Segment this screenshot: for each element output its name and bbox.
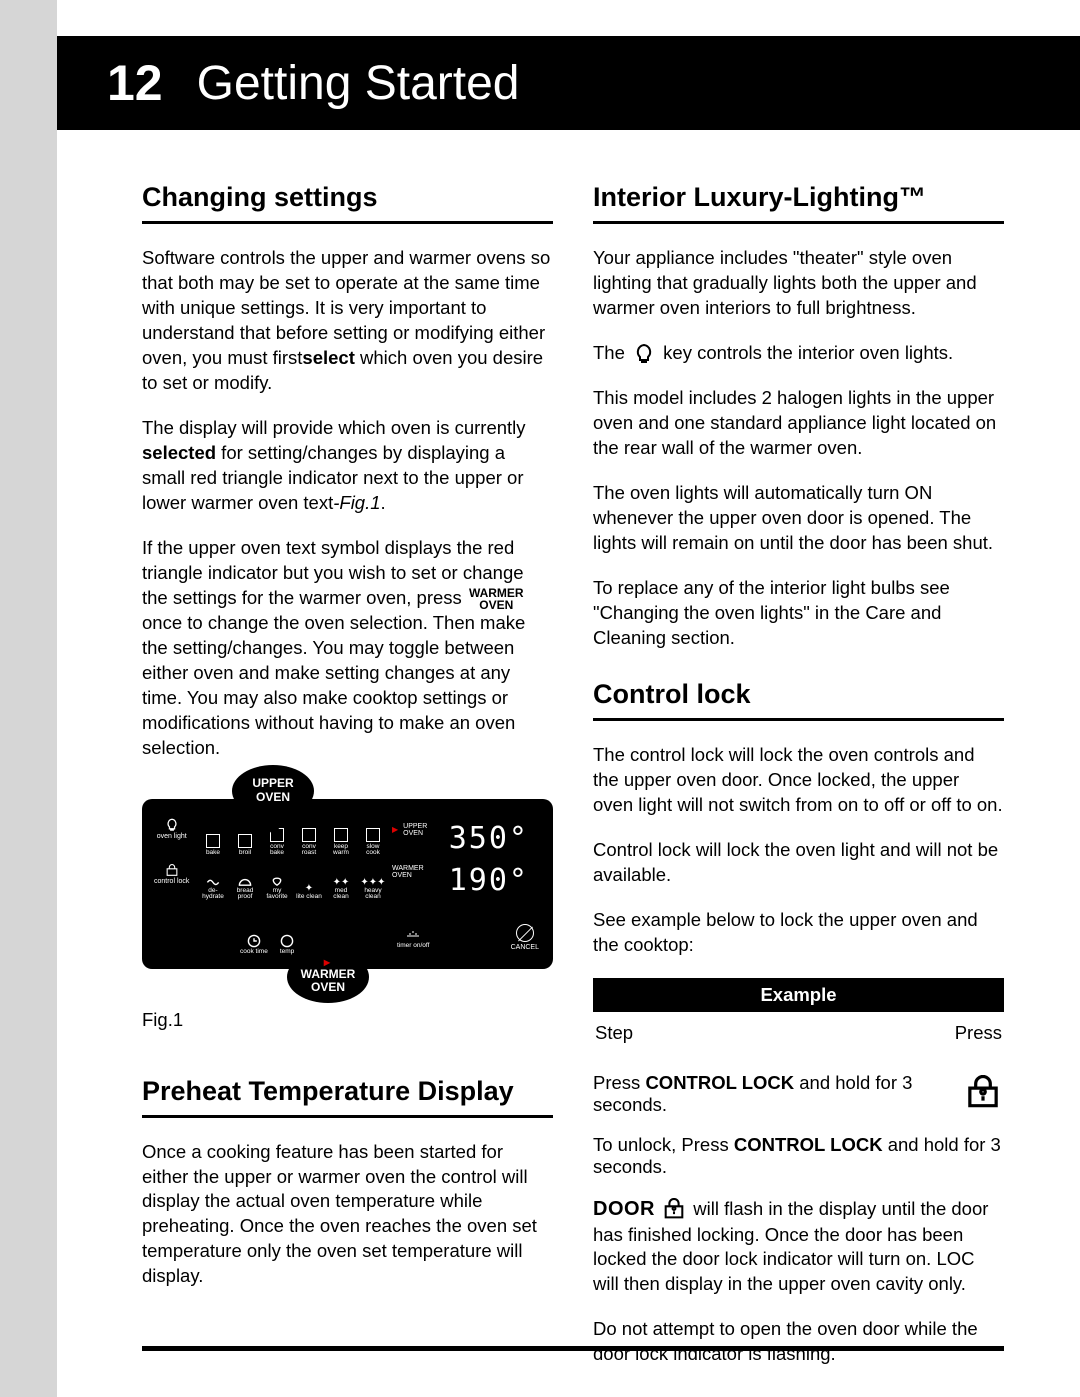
example-table-cols: Step Press	[593, 1012, 1004, 1054]
para-door: DOOR will flash in the display until the…	[593, 1196, 1004, 1298]
panel-left-icons: oven light control lock	[154, 817, 189, 885]
callout-line: UPPER	[252, 777, 293, 790]
right-column: Interior Luxury-Lighting™ Your appliance…	[593, 182, 1004, 1387]
para-light-3: This model includes 2 halogen lights in …	[593, 386, 1004, 461]
lower-temp-display: 190°	[449, 863, 529, 898]
para-cs-3: If the upper oven text symbol displays t…	[142, 536, 553, 761]
text-fragment: To unlock, Press	[593, 1134, 734, 1155]
control-panel-figure: UPPER OVEN oven light control	[142, 799, 553, 969]
page-header: 12 Getting Started	[57, 36, 1080, 130]
text-bold: CONTROL LOCK	[734, 1134, 883, 1155]
footer-rule	[142, 1346, 1004, 1351]
two-columns: Changing settings Software controls the …	[142, 182, 1004, 1387]
text-bold: select	[302, 347, 354, 368]
panel-oven-selectors: ▶UPPEROVEN WARMEROVEN	[392, 823, 427, 879]
door-label: DOOR	[593, 1198, 655, 1220]
panel-btn-bake: bake	[200, 817, 226, 857]
para-cl-1: The control lock will lock the oven cont…	[593, 743, 1004, 818]
temp-btn: temp	[280, 934, 294, 955]
text-bold: selected	[142, 442, 216, 463]
para-light-5: To replace any of the interior light bul…	[593, 576, 1004, 651]
text-italic: -Fig.1	[333, 492, 380, 513]
panel-icon-grid: bake broil conv bake conv roast keep war…	[200, 817, 386, 901]
text-fragment: key controls the interior oven lights.	[658, 342, 953, 363]
text-fragment: once to change the oven selection. Then …	[142, 612, 525, 758]
page-number: 12	[107, 54, 163, 112]
inline-bot: OVEN	[479, 598, 513, 612]
panel-btn-dehydrate: de-hydrate	[200, 861, 226, 901]
callout-pointer	[255, 815, 291, 835]
label: control lock	[154, 878, 189, 885]
oven-light-icon: oven light	[154, 817, 189, 840]
lock-icon	[962, 1075, 1004, 1113]
para-light-4: The oven lights will automatically turn …	[593, 481, 1004, 556]
example-table: Example Step Press	[593, 978, 1004, 1054]
control-lock-panel-icon: control lock	[154, 864, 189, 885]
para-cs-2: The display will provide which oven is c…	[142, 416, 553, 516]
text-bold: CONTROL LOCK	[645, 1072, 794, 1093]
light-bulb-icon	[633, 342, 655, 366]
callout-line: OVEN	[256, 791, 290, 804]
lock-icon	[660, 1198, 688, 1222]
example-step-2: To unlock, Press CONTROL LOCK and hold f…	[593, 1134, 1004, 1178]
warmer-oven-selector: WARMEROVEN	[392, 865, 427, 879]
callout-pointer	[310, 933, 346, 953]
section-heading-control-lock: Control lock	[593, 679, 1004, 721]
callout-line: OVEN	[311, 981, 345, 994]
left-gutter	[0, 0, 57, 1397]
warmer-oven-inline-label: WARMEROVEN	[469, 587, 524, 611]
example-table-header: Example	[593, 978, 1004, 1012]
text-fragment: If the upper oven text symbol displays t…	[142, 537, 524, 608]
para-cl-3: See example below to lock the upper oven…	[593, 908, 1004, 958]
upper-temp-display: 350°	[449, 821, 529, 856]
section-heading-changing-settings: Changing settings	[142, 182, 553, 224]
text-fragment: The display will provide which oven is c…	[142, 417, 526, 438]
para-cl-5: Do not attempt to open the oven door whi…	[593, 1317, 1004, 1367]
page: 12 Getting Started Changing settings Sof…	[0, 0, 1080, 1397]
step-text: Press CONTROL LOCK and hold for 3 second…	[593, 1072, 962, 1116]
col-step: Step	[595, 1022, 633, 1044]
para-cl-2: Control lock will lock the oven light an…	[593, 838, 1004, 888]
upper-oven-selector: ▶UPPEROVEN	[392, 823, 427, 837]
para-cs-1: Software controls the upper and warmer o…	[142, 246, 553, 396]
panel-btn-lite-clean: ✦lite clean	[296, 861, 322, 901]
panel-btn-slow-cook: slow cook	[360, 817, 386, 857]
label: oven light	[157, 833, 187, 840]
step-text: To unlock, Press CONTROL LOCK and hold f…	[593, 1134, 1004, 1178]
panel-btn-keep-warm: keep warm	[328, 817, 354, 857]
callout-warmer-oven: ▶ WARMER OVEN	[287, 951, 369, 1003]
cook-time-btn: cook time	[240, 934, 268, 955]
text-fragment: The	[593, 342, 630, 363]
content-area: 12 Getting Started Changing settings Sof…	[57, 0, 1080, 1397]
left-column: Changing settings Software controls the …	[142, 182, 553, 1387]
panel-btn-conv-roast: conv roast	[296, 817, 322, 857]
text-fragment: .	[381, 492, 386, 513]
control-panel: oven light control lock bake broil conv …	[142, 799, 553, 969]
para-light-1: Your appliance includes "theater" style …	[593, 246, 1004, 321]
col-press: Press	[955, 1022, 1002, 1044]
figure-caption: Fig.1	[142, 1009, 553, 1031]
bulb-icon	[165, 817, 179, 833]
callout-upper-oven: UPPER OVEN	[232, 765, 314, 817]
example-step-1: Press CONTROL LOCK and hold for 3 second…	[593, 1072, 1004, 1116]
page-title: Getting Started	[197, 56, 520, 111]
lock-icon	[165, 864, 179, 878]
text-fragment: Press	[593, 1072, 645, 1093]
panel-btn-heavy-clean: ✦✦✦heavy clean	[360, 861, 386, 901]
section-heading-lighting: Interior Luxury-Lighting™	[593, 182, 1004, 224]
panel-btn-bread-proof: bread proof	[232, 861, 258, 901]
para-preheat-1: Once a cooking feature has been started …	[142, 1140, 553, 1290]
panel-btn-med-clean: ✦✦med clean	[328, 861, 354, 901]
timer-btn: timer on/off	[397, 926, 429, 949]
panel-btn-my-favorite: my favorite	[264, 861, 290, 901]
section-heading-preheat: Preheat Temperature Display	[142, 1076, 553, 1118]
panel-bottom-row: cook time temp	[240, 934, 294, 955]
para-light-2: The key controls the interior oven light…	[593, 341, 1004, 366]
cancel-btn: CANCEL	[511, 924, 539, 951]
